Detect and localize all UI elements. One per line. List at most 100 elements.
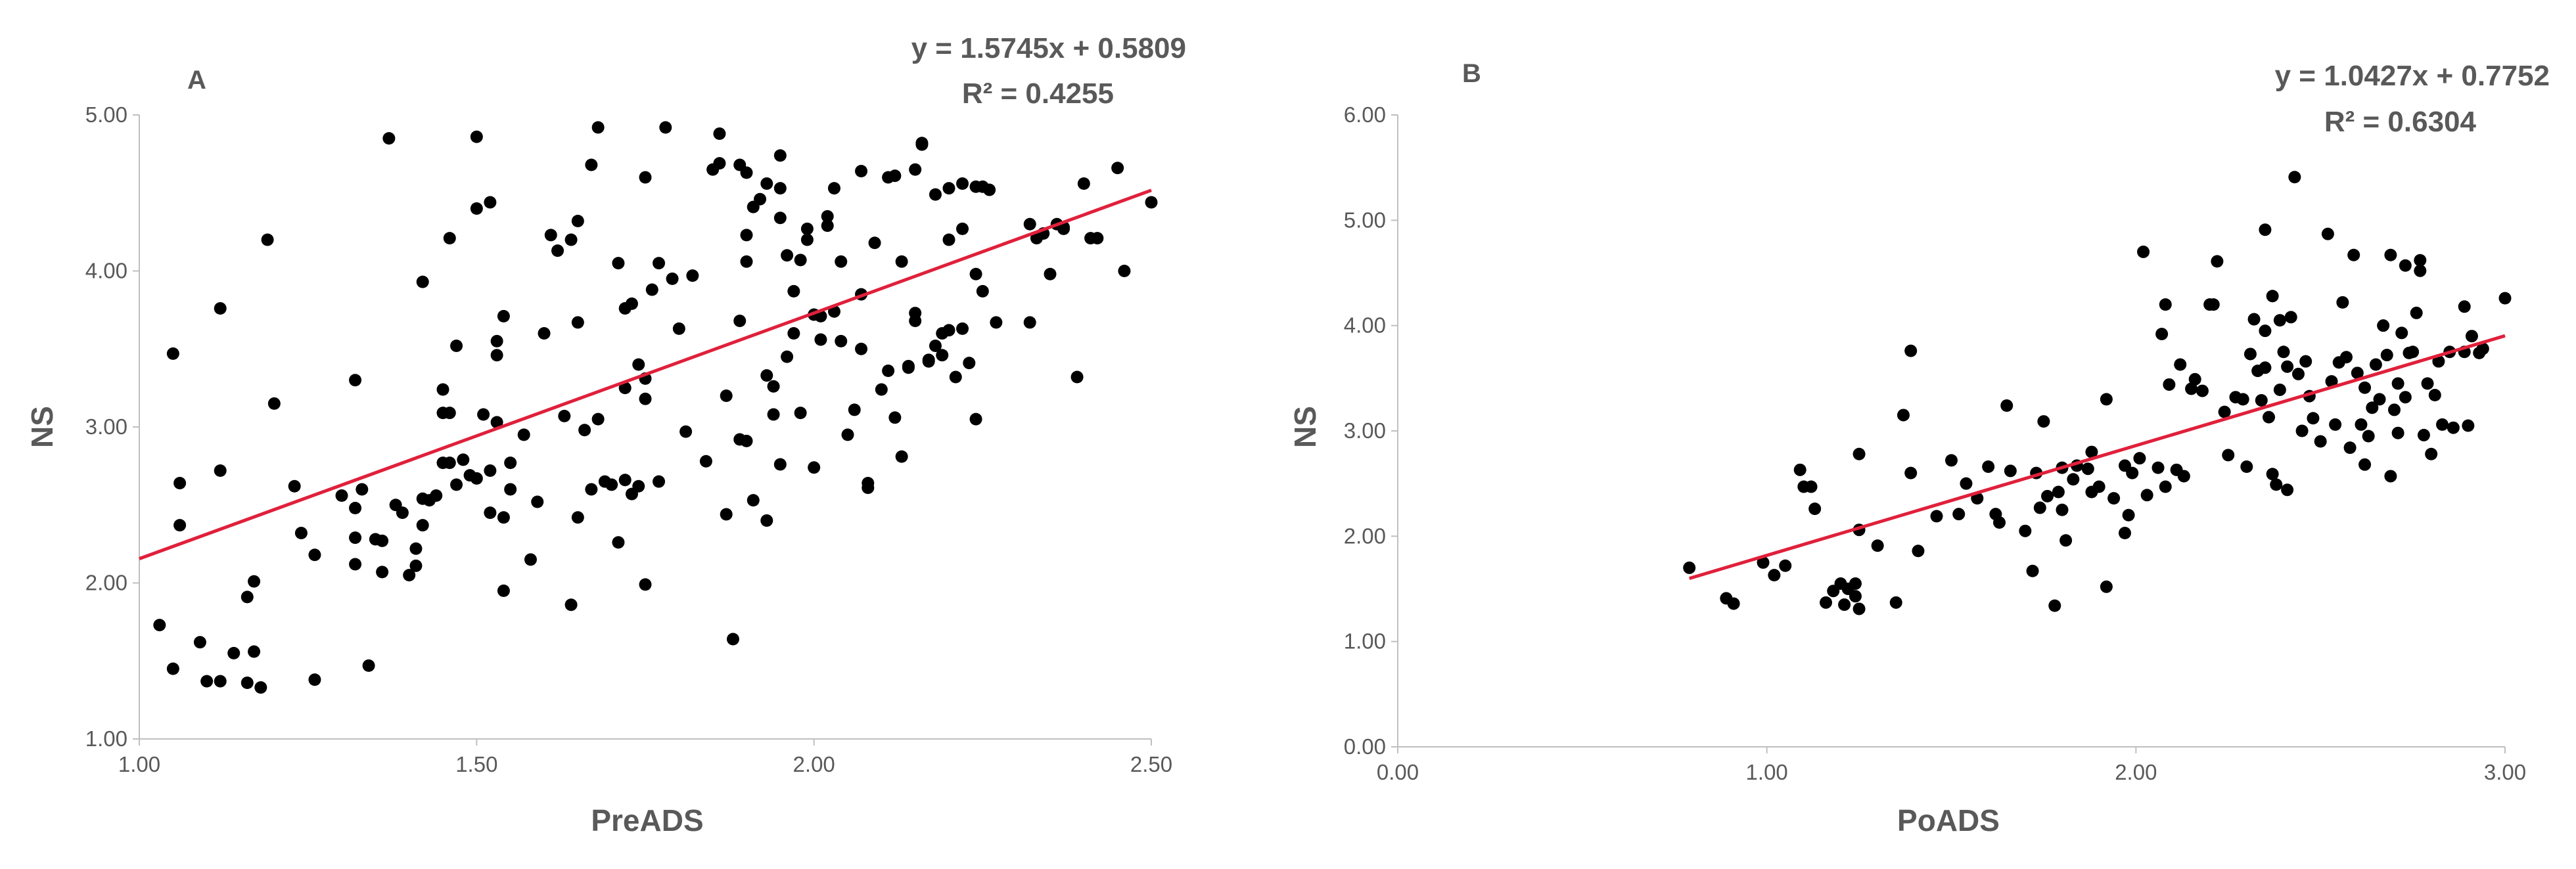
panel-a-data-point [409,559,423,572]
panel-a-data-point [740,229,753,242]
panel-a-x-axis-title: PreADS [591,803,703,837]
panel-a-points [153,121,1158,694]
panel-b-data-point [2259,324,2272,338]
panel-b-data-point [1779,559,1792,572]
panel-b-data-point [2295,424,2309,437]
panel-b-data-point [2107,492,2121,505]
panel-b-data-point [1852,447,1866,460]
panel-a-x-tick-label: 1.50 [455,752,497,776]
panel-b-data-point [2399,391,2412,404]
panel-b-data-point [2085,445,2098,458]
panel-a-data-point [214,675,227,688]
panel-a-data-point [915,138,929,151]
panel-a-data-point [808,461,821,474]
panel-a-data-point [956,322,969,335]
panel-b-data-point [2211,255,2224,268]
panel-b-data-point [2428,388,2441,401]
panel-b-data-point [2406,345,2420,359]
panel-b-data-point [2458,300,2471,313]
panel-b-data-point [2355,418,2368,431]
panel-a-data-point [922,353,935,367]
panel-a-data-point [443,407,456,420]
panel-b-data-point [2343,441,2357,455]
panel-b-x-axis-title: PoADS [1897,803,2000,837]
panel-b-y-tick-label: 4.00 [1344,313,1386,338]
panel-a-data-point [949,370,962,384]
panel-a-data-point [740,166,753,179]
panel-b-y-tick-label: 1.00 [1344,629,1386,654]
panel-a-data-point [349,374,362,387]
panel-a-data-point [767,380,780,393]
panel-b-data-point [2391,377,2404,390]
panel-b-trendline-layer [1689,334,2506,581]
panel-a-data-point [558,409,571,422]
panel-b-data-point [2155,327,2169,340]
panel-a-data-point [409,542,423,555]
panel-b-data-point [2033,501,2046,514]
panel-b-data-point [2004,464,2017,478]
panel-a-x-tick-label: 2.00 [793,752,835,776]
panel-a-data-point [396,506,409,520]
panel-a-data-point [153,619,166,632]
panel-a-data-point [888,169,902,183]
panel-b-data-point [1871,539,1884,552]
panel-a-data-point [827,182,840,195]
panel-b-y-tick-label: 3.00 [1344,418,1386,443]
panel-b-data-point [2048,599,2061,612]
panel-a-data-point [888,411,902,424]
panel-b-data-point [2266,290,2279,303]
panel-a-data-point [773,149,787,162]
panel-b-data-point [2273,383,2286,396]
panel-b-data-point [2067,473,2080,486]
panel-a-data-point [868,236,881,250]
panel-b-data-point [2243,347,2257,361]
panel-a-data-point [956,177,969,190]
panel-a-data-point [254,681,267,694]
panel-a-y-axis-title: NS [25,406,59,448]
panel-a-data-point [814,333,827,346]
panel-a-label: A [187,66,206,95]
panel-a-trendline [139,189,1152,560]
panel-a-data-point [929,340,942,352]
panel-a-data-point [227,646,241,659]
panel-a-data-point [875,383,888,396]
panel-a-data-point [241,590,254,604]
panel-b-data-point [2351,367,2364,380]
panel-a-data-point [639,392,652,405]
panel-b-data-point [2207,298,2220,311]
panel-a-data-point [679,425,693,438]
panel-a-data-point [909,163,922,176]
panel-b-data-point [2222,449,2235,462]
panel-b-data-point [1683,561,1696,574]
panel-a-data-point [760,177,773,190]
panel-a-data-point [335,489,348,502]
panel-b-data-point [1930,510,1943,523]
panel-a-data-point [733,315,747,327]
panel-b-data-point [2277,345,2290,359]
panel-a-data-point [855,165,868,177]
panel-a-equation: y = 1.5745x + 0.5809 [911,32,1186,64]
panel-b-data-point [2218,405,2231,418]
panel-b-data-point [2498,292,2512,305]
panel-a-y-tick-label: 5.00 [85,102,127,127]
panel-a-data-point [902,359,915,372]
panel-a-data-point [166,347,179,360]
panel-b-data-point [2384,470,2397,483]
panel-a-data-point [470,130,483,143]
panel-a-data-point [173,519,187,532]
panel-a-data-point [1118,265,1131,277]
panel-a-data-point [699,455,712,468]
panel-b-data-point [1993,516,2006,529]
panel-a-data-point [308,673,321,686]
panel-a-data-point [639,578,652,591]
panel-b-data-point [2273,314,2286,327]
panel-b-data-point [1889,596,1902,609]
panel-b-data-point [2358,458,2372,471]
panel-a-data-point [497,511,510,524]
panel-b-data-point [2314,435,2327,448]
panel-a-data-point [490,349,503,362]
panel-a-data-point [767,408,780,421]
panel-b-y-axis-title: NS [1288,406,1322,448]
panel-b-data-point [2347,248,2360,261]
panel-b-data-point [1820,596,1833,609]
